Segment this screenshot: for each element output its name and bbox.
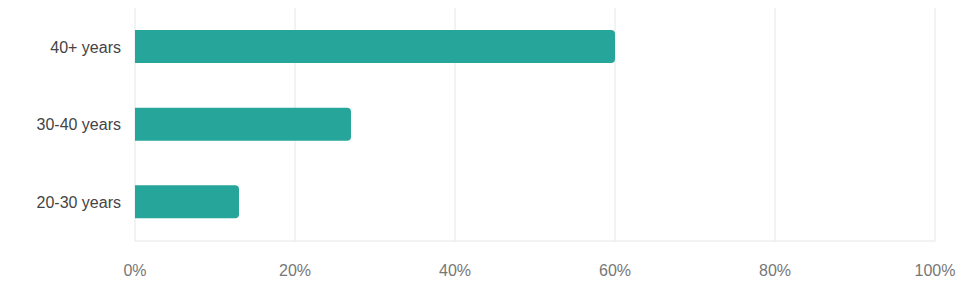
- svg-text:60%: 60%: [599, 262, 631, 279]
- svg-text:100%: 100%: [915, 262, 956, 279]
- svg-text:80%: 80%: [759, 262, 791, 279]
- svg-text:0%: 0%: [123, 262, 146, 279]
- svg-text:30-40 years: 30-40 years: [37, 116, 122, 133]
- svg-text:20%: 20%: [279, 262, 311, 279]
- svg-text:40%: 40%: [439, 262, 471, 279]
- svg-text:40+ years: 40+ years: [50, 39, 121, 56]
- svg-text:20-30 years: 20-30 years: [37, 194, 122, 211]
